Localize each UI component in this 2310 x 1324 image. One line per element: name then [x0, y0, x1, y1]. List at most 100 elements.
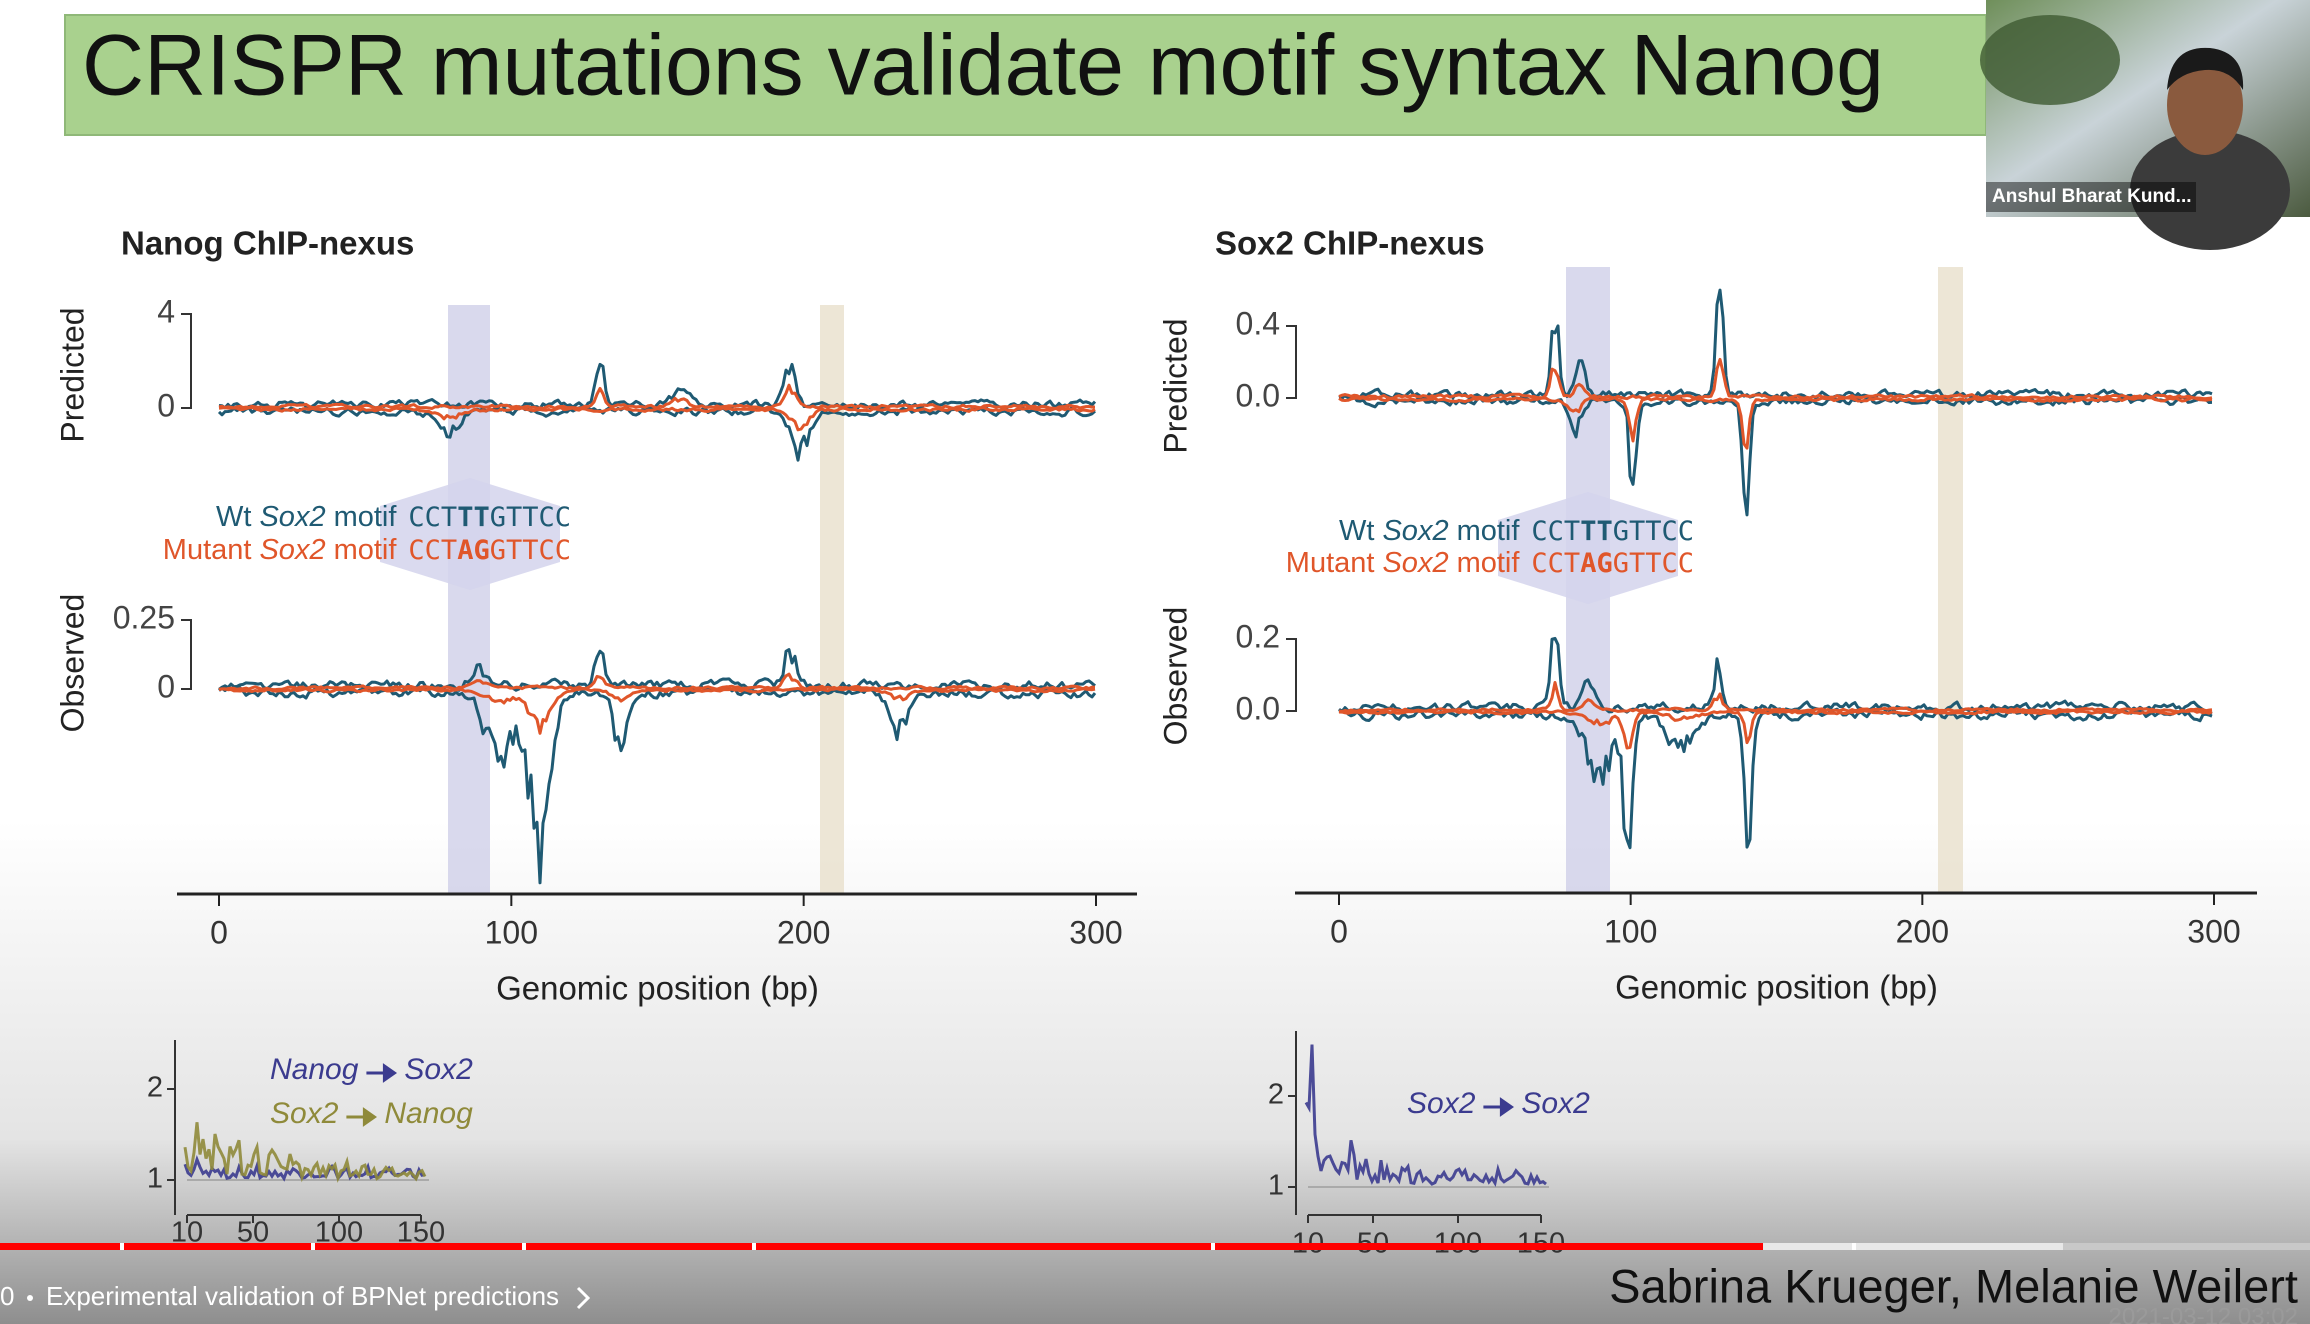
webcam: Anshul Bharat Kund... [1980, 0, 2310, 250]
signal-trace [1338, 707, 2213, 850]
name-tag [1986, 182, 2196, 212]
inset-legend: Sox2 Nanog [270, 1097, 473, 1130]
x-axis-label: Genomic position (bp) [1615, 969, 1938, 1006]
legend-from: Sox2 [1407, 1087, 1476, 1120]
person-hair [2167, 47, 2244, 90]
chapter-gaps [120, 1243, 1856, 1250]
x-tick-label: 0 [210, 914, 228, 950]
chapter-index[interactable]: 0 [0, 1281, 14, 1311]
player-bar: 0 Experimental validation of BPNet predi… [0, 1243, 2310, 1324]
y-tick-label: 0.25 [113, 599, 175, 635]
legend-to: Sox2 [404, 1053, 473, 1086]
signal-trace [218, 362, 1097, 411]
legend-to: Sox2 [1521, 1087, 1590, 1120]
motif-label: Mutant Sox2 motif CCTAGGTTCC [1286, 547, 1694, 579]
legend-to: Nanog [384, 1097, 473, 1130]
inset-trace [183, 1154, 426, 1182]
progress-played[interactable] [0, 1243, 1763, 1250]
motif-part: motif [334, 501, 398, 533]
participant-name: Anshul Bharat Kund... [1992, 186, 2192, 207]
motif-part: motif [1457, 515, 1521, 547]
motif-part: AG [1580, 548, 1613, 579]
motif-connector [1498, 492, 1678, 604]
person-body [2130, 130, 2290, 250]
motif-part: Sox2 [1382, 515, 1448, 547]
y-tick-label: 0.0 [1236, 690, 1280, 726]
motif-part: TT [1580, 516, 1613, 547]
motif-part: CCT [408, 502, 457, 533]
motif-part: motif [1457, 547, 1521, 579]
inset-trace [183, 1122, 427, 1183]
legend-from: Nanog [270, 1053, 359, 1086]
motif-part: CCT [1531, 548, 1580, 579]
inset-legend: Nanog Sox2 [270, 1053, 473, 1086]
y-axis-label: Predicted [1157, 318, 1193, 453]
legend-arrow [1483, 1097, 1515, 1117]
separator [27, 1295, 33, 1301]
inset-y-tick-label: 2 [147, 1072, 163, 1104]
y-tick-label: 0 [157, 668, 175, 704]
y-tick-label: 0.4 [1236, 305, 1280, 341]
motif-label: Mutant Sox2 motif CCTAGGTTCC [163, 534, 571, 566]
motif-part: Sox2 [1382, 547, 1448, 579]
progress-buffer [1763, 1243, 2063, 1250]
y-axis-label: Observed [54, 594, 90, 733]
y-tick-label: 0.0 [1236, 377, 1280, 413]
motif-band [448, 305, 490, 894]
motif-part: GTTCC [1613, 516, 1694, 547]
y-axis-label: Observed [1157, 607, 1193, 746]
y-bracket [181, 313, 192, 409]
signal-trace [217, 404, 1097, 462]
motif-part: Wt [1339, 515, 1374, 547]
panel-title: Nanog ChIP-nexus [121, 225, 414, 262]
x-tick-label: 300 [1069, 914, 1122, 950]
legend-from: Sox2 [270, 1097, 339, 1130]
motif-band [820, 305, 844, 894]
legend-arrow [346, 1107, 378, 1127]
inset-y-tick-label: 2 [1268, 1079, 1284, 1111]
y-bracket [1286, 325, 1297, 399]
slide-title: CRISPR mutations validate motif syntax N… [82, 18, 1884, 114]
motif-label: Wt Sox2 motif CCTTTGTTCC [216, 501, 571, 533]
timestamp: 2021-03-12 03:02 [2109, 1303, 2299, 1324]
tree [1980, 15, 2120, 105]
signal-trace [218, 686, 1096, 735]
motif-part: GTTCC [1613, 548, 1694, 579]
signal-trace [1338, 708, 2213, 750]
motif-part: Mutant [1286, 547, 1375, 579]
y-tick-label: 0 [157, 387, 175, 423]
motif-part: GTTCC [490, 502, 571, 533]
chapter-title[interactable]: Experimental validation of BPNet predict… [46, 1281, 559, 1311]
signal-trace [1338, 357, 2213, 401]
y-bracket [181, 619, 192, 690]
motif-part: Sox2 [259, 534, 325, 566]
signal-trace [1338, 396, 2213, 450]
y-axis-label: Predicted [54, 307, 90, 442]
motif-part: AG [457, 535, 490, 566]
signal-trace [218, 406, 1096, 432]
person-head [2167, 55, 2243, 155]
motif-connector [380, 478, 560, 590]
inset-y-tick-label: 1 [1268, 1170, 1284, 1202]
y-tick-label: 4 [157, 293, 175, 329]
motif-part: TT [457, 502, 490, 533]
legend-arrow [366, 1063, 398, 1083]
x-tick-label: 200 [1896, 913, 1949, 949]
motif-part: CCT [408, 535, 457, 566]
inset-legend: Sox2 Sox2 [1407, 1087, 1590, 1120]
motif-part: Sox2 [259, 501, 325, 533]
y-tick-label: 0.2 [1236, 618, 1280, 654]
x-tick-label: 100 [485, 914, 538, 950]
chapter-chevron[interactable] [576, 1286, 591, 1310]
motif-band [1938, 267, 1963, 893]
motif-part: Wt [216, 501, 251, 533]
panel-title: Sox2 ChIP-nexus [1215, 225, 1485, 262]
x-tick-label: 0 [1330, 913, 1348, 949]
motif-label: Wt Sox2 motif CCTTTGTTCC [1339, 515, 1694, 547]
motif-part: motif [334, 534, 398, 566]
credit: Sabrina Krueger, Melanie Weilert [1609, 1259, 2298, 1312]
x-tick-label: 100 [1604, 913, 1657, 949]
